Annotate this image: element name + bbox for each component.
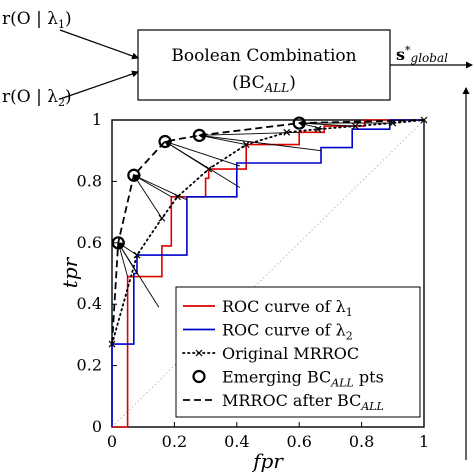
input-2-arrow: [59, 70, 139, 100]
x-tick-label-5: 1: [419, 432, 429, 451]
emerging-point-2: [158, 134, 172, 149]
output-label: s*global: [396, 44, 448, 65]
x-tick-label-1: 0.2: [162, 432, 187, 451]
arrow-12: [198, 132, 322, 152]
y-tick-label-3: 0.6: [77, 233, 102, 252]
emerging-point-3: [192, 128, 206, 142]
block-diagram: Boolean Combination (BCALL) r(O | λ1) r(…: [2, 9, 473, 460]
mrroc-point-3-b: [174, 193, 181, 201]
x-tick-label-3: 0.6: [286, 432, 311, 451]
arrow-8: [164, 140, 241, 188]
x-tick-label-0: 0: [107, 432, 117, 451]
input-1-arrow: [59, 29, 139, 60]
y-tick-label-1: 0.2: [77, 356, 102, 375]
box-title: Boolean Combination: [171, 46, 356, 66]
legend-box: [175, 286, 421, 418]
x-tick-label-2: 0.4: [224, 432, 249, 451]
legend-entry-3-label: Emerging BCALL pts: [222, 368, 384, 390]
arrow-9: [164, 140, 241, 167]
arrow-4: [133, 174, 163, 219]
y-tick-label-5: 1: [92, 110, 102, 129]
legend-entry-3-swatch: [192, 369, 206, 384]
y-axis-label: tpr: [58, 256, 82, 288]
arrow-3: [117, 241, 160, 308]
arrow-11: [198, 131, 300, 139]
legend-entry-4-label: MRROC after BCALL: [222, 391, 384, 413]
boolean-combination-box: [137, 29, 391, 101]
arrow-6: [132, 174, 188, 201]
series-roc-2-line: [111, 119, 424, 427]
mrroc-point-0-b: [108, 340, 116, 348]
legend-entry-2-label: Original MRROC: [222, 344, 359, 363]
arrow-14: [298, 119, 356, 127]
roc-chart: 0 0.2 0.4 0.6 0.8 1 0 0.2 0.4 0.6 0.8 1 fpr tpr ROC…: [58, 110, 429, 473]
emerging-point-0: [111, 236, 125, 250]
arrow-10: [198, 133, 247, 146]
legend-entry-1-label: ROC curve of λ2: [222, 321, 353, 343]
box-subtitle: (BCALL): [232, 73, 296, 95]
chance-line: [111, 119, 425, 428]
legend-entry-2-mark: [195, 349, 203, 357]
legend-entry-2-mark-b: [195, 349, 203, 357]
input-2-label: r(O | λ2): [2, 87, 72, 109]
input-1-label: r(O | λ1): [2, 9, 72, 31]
mrroc-point-0: [108, 340, 116, 348]
y-tick-label-2: 0.4: [77, 294, 102, 313]
y-tick-label-4: 0.8: [77, 171, 102, 190]
emerging-point-4: [292, 116, 306, 130]
legend-entry-0-label: ROC curve of λ1: [222, 297, 353, 319]
y-tick-label-0: 0: [92, 417, 102, 436]
x-tick-label-4: 0.8: [349, 432, 374, 451]
mrroc-point-7-b: [314, 125, 322, 133]
emerging-point-1: [127, 168, 141, 182]
x-axis-label: fpr: [251, 449, 284, 473]
